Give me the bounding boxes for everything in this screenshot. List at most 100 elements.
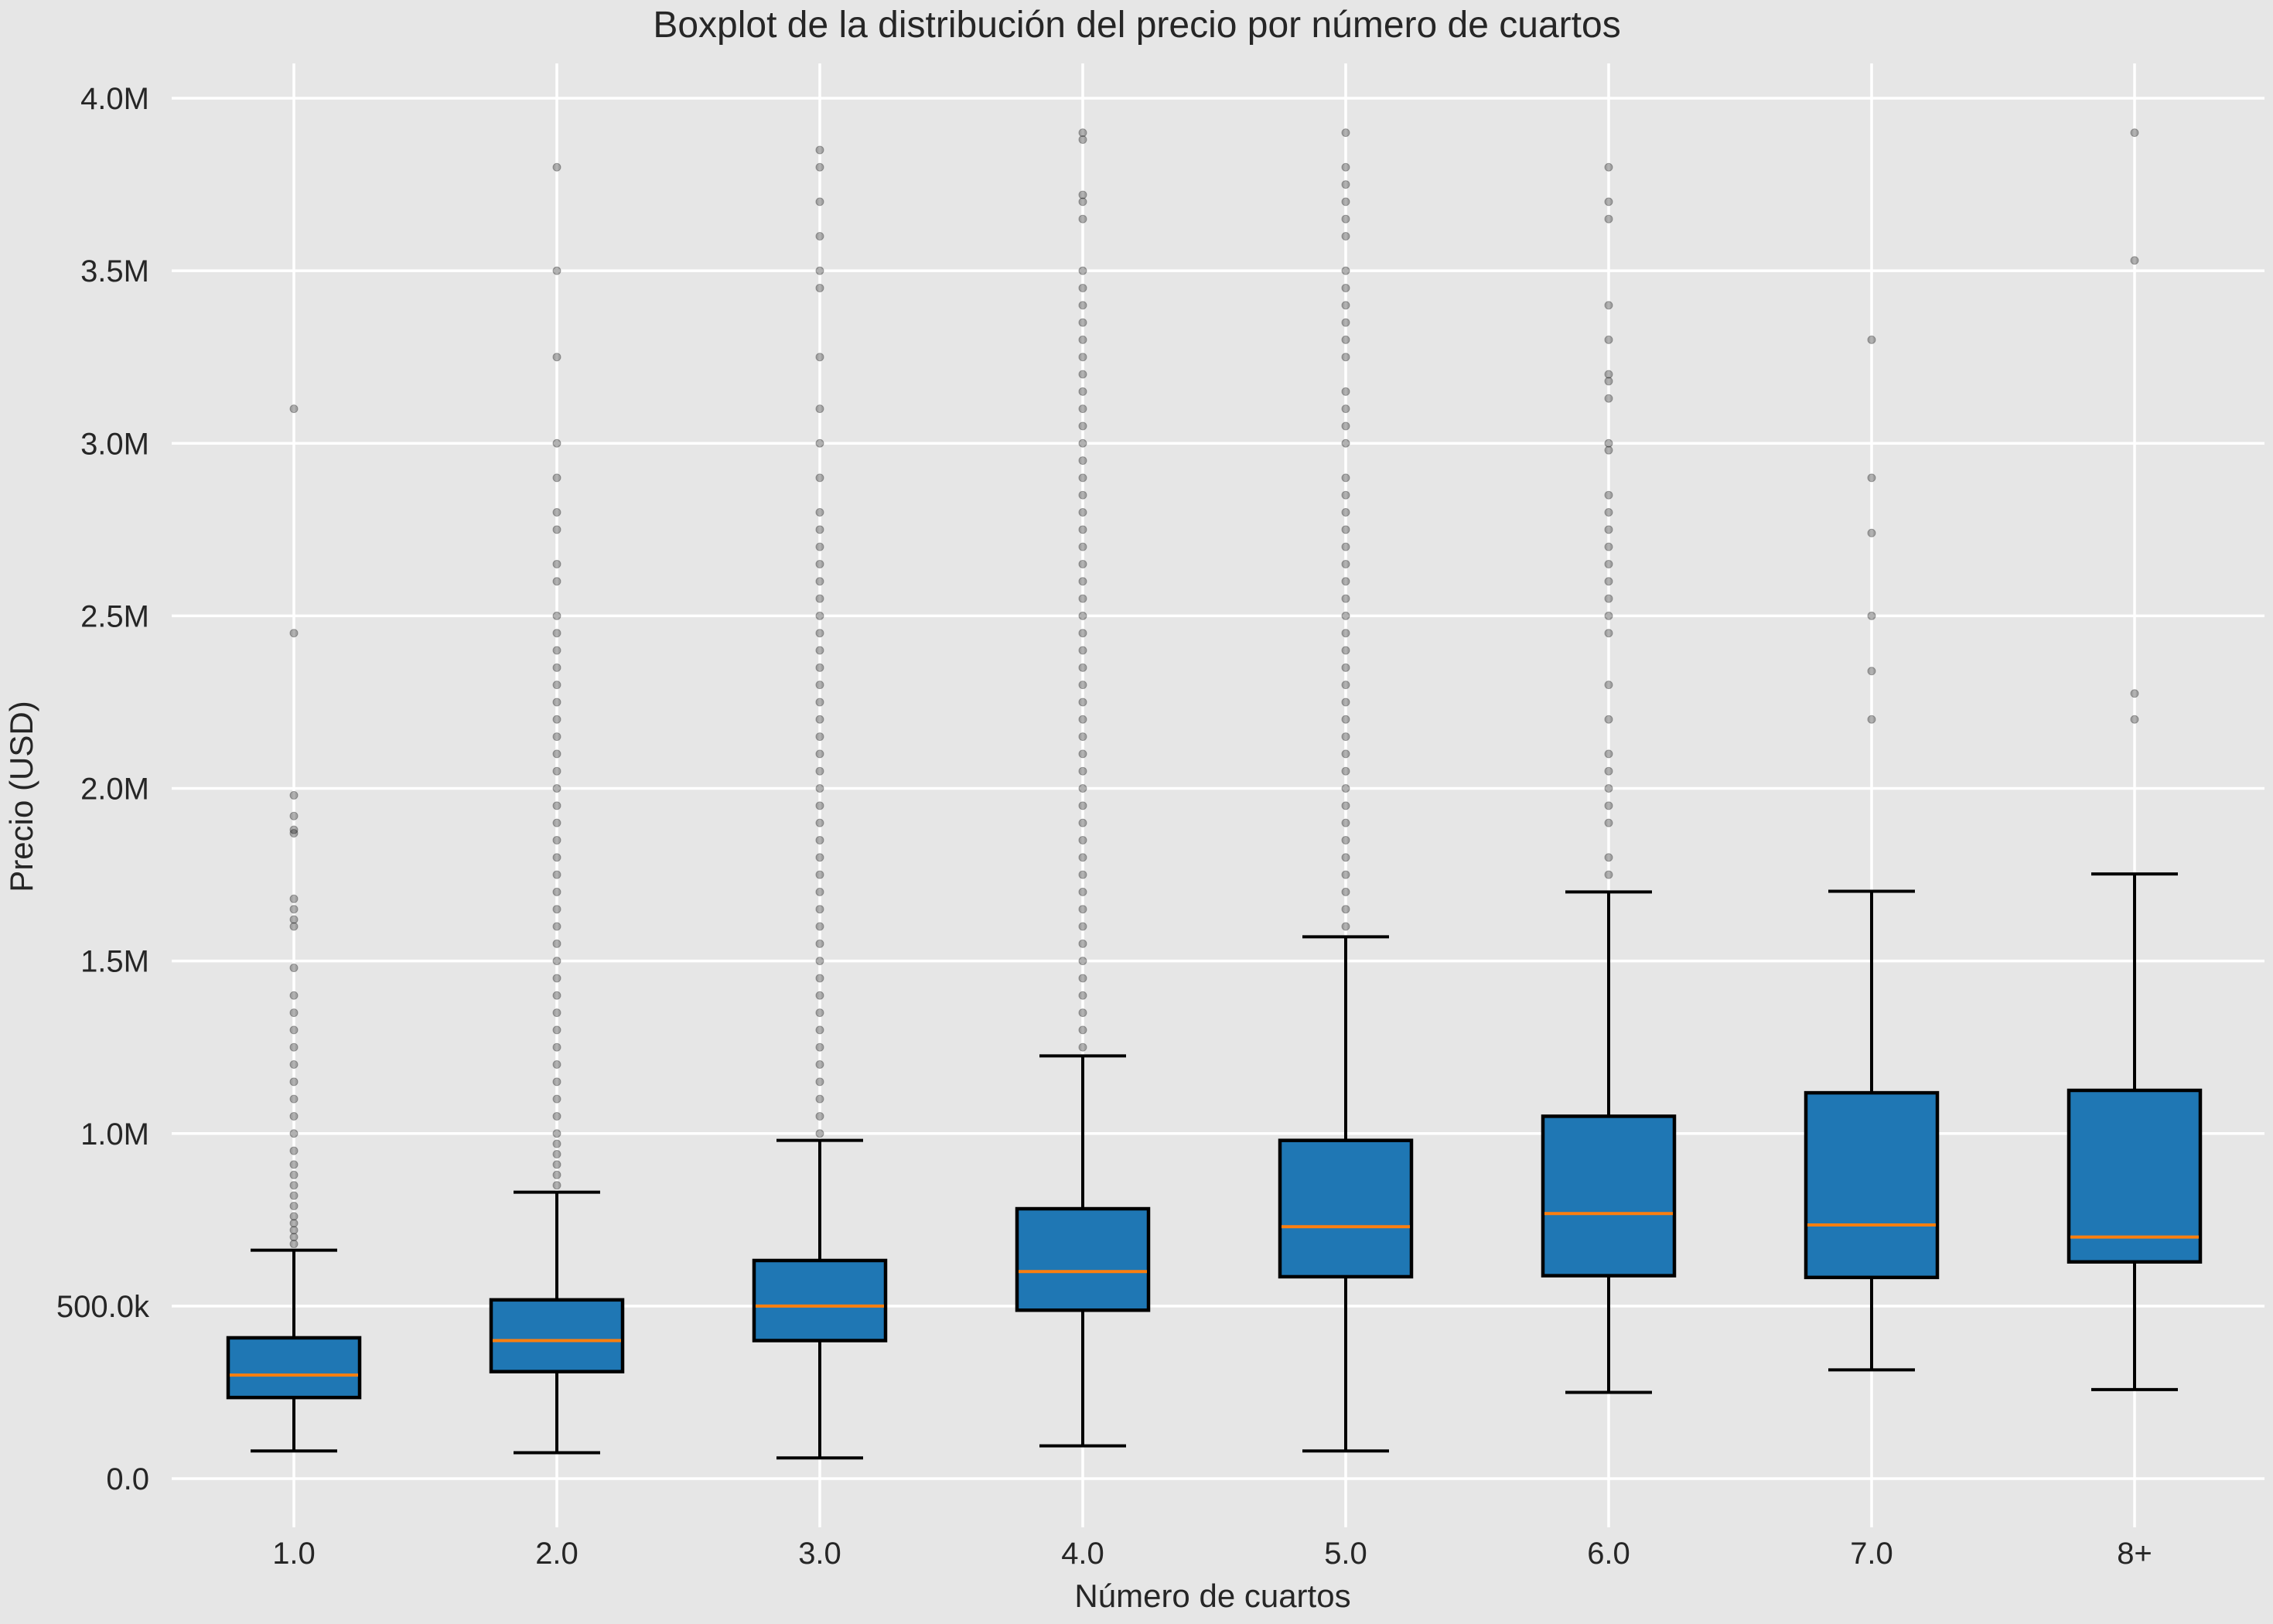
outlier-point bbox=[552, 162, 561, 172]
outlier-point bbox=[815, 283, 824, 292]
outlier-point bbox=[815, 991, 824, 1000]
outlier-point bbox=[1341, 559, 1350, 568]
outlier-point bbox=[815, 1025, 824, 1035]
outlier-point bbox=[1078, 301, 1087, 310]
outlier-point bbox=[1604, 766, 1613, 776]
outlier-point bbox=[815, 870, 824, 879]
outlier-point bbox=[289, 790, 299, 800]
outlier-point bbox=[552, 1129, 561, 1138]
outlier-point bbox=[1604, 784, 1613, 793]
outlier-point bbox=[552, 681, 561, 690]
outlier-point bbox=[1604, 715, 1613, 724]
outlier-point bbox=[815, 438, 824, 448]
outlier-point bbox=[1867, 335, 1876, 344]
outlier-point bbox=[1341, 266, 1350, 275]
outlier-point bbox=[1604, 445, 1613, 455]
outlier-point bbox=[815, 749, 824, 759]
outlier-point bbox=[1078, 559, 1087, 568]
outlier-point bbox=[1604, 525, 1613, 534]
y-tick-label: 1.5M bbox=[80, 945, 149, 979]
outlier-point bbox=[1867, 715, 1876, 724]
box-group-6.0 bbox=[1541, 890, 1677, 1394]
outlier-point bbox=[552, 991, 561, 1000]
outlier-point bbox=[1604, 577, 1613, 586]
outlier-point bbox=[1341, 732, 1350, 742]
outlier-point bbox=[1341, 646, 1350, 655]
outlier-point bbox=[1078, 266, 1087, 275]
outlier-point bbox=[815, 542, 824, 551]
outlier-point bbox=[552, 1160, 561, 1169]
y-tick-label: 4.0M bbox=[80, 82, 149, 116]
outlier-point bbox=[1078, 370, 1087, 379]
outlier-point bbox=[1604, 542, 1613, 551]
outlier-point bbox=[1604, 870, 1613, 879]
outlier-point bbox=[552, 1139, 561, 1148]
x-tick-label: 6.0 bbox=[1587, 1537, 1630, 1571]
outlier-point bbox=[815, 646, 824, 655]
outlier-point bbox=[1341, 404, 1350, 414]
outlier-point bbox=[1078, 1008, 1087, 1018]
outlier-point bbox=[1078, 818, 1087, 827]
outlier-point bbox=[815, 663, 824, 672]
outlier-point bbox=[815, 887, 824, 896]
outlier-point bbox=[1341, 887, 1350, 896]
outlier-point bbox=[552, 887, 561, 896]
outlier-point bbox=[2130, 689, 2139, 698]
outlier-point bbox=[289, 894, 299, 903]
outlier-point bbox=[1078, 525, 1087, 534]
outlier-point bbox=[1604, 301, 1613, 310]
outlier-point bbox=[289, 1170, 299, 1179]
outlier-point bbox=[552, 1111, 561, 1121]
outlier-point bbox=[815, 508, 824, 517]
box-group-5.0 bbox=[1278, 935, 1414, 1453]
outlier-point bbox=[289, 1219, 299, 1228]
outlier-point bbox=[815, 1042, 824, 1052]
outlier-point bbox=[1078, 939, 1087, 948]
outlier-point bbox=[1604, 594, 1613, 603]
outlier-point bbox=[1341, 232, 1350, 241]
outlier-point bbox=[1604, 162, 1613, 172]
outlier-point bbox=[1604, 197, 1613, 206]
outlier-point bbox=[1078, 732, 1087, 742]
outlier-point bbox=[552, 922, 561, 931]
outlier-point bbox=[289, 1025, 299, 1035]
outlier-point bbox=[1078, 646, 1087, 655]
outlier-point bbox=[815, 732, 824, 742]
iqr-box bbox=[752, 1258, 888, 1343]
outlier-point bbox=[1078, 456, 1087, 466]
y-axis-label: Precio (USD) bbox=[3, 701, 39, 892]
x-tick-label: 3.0 bbox=[798, 1537, 841, 1571]
outlier-point bbox=[1604, 438, 1613, 448]
outlier-point bbox=[552, 835, 561, 844]
outlier-point bbox=[815, 1111, 824, 1121]
iqr-box bbox=[1541, 1114, 1677, 1278]
outlier-point bbox=[815, 162, 824, 172]
outlier-point bbox=[289, 1191, 299, 1200]
outlier-point bbox=[1078, 870, 1087, 879]
outlier-point bbox=[289, 1129, 299, 1138]
outlier-point bbox=[289, 1008, 299, 1018]
iqr-box bbox=[1804, 1090, 1940, 1280]
outlier-point bbox=[289, 1094, 299, 1104]
outlier-point bbox=[289, 1233, 299, 1242]
outlier-point bbox=[815, 681, 824, 690]
outlier-point bbox=[1078, 801, 1087, 810]
outlier-point bbox=[289, 1226, 299, 1235]
outlier-point bbox=[289, 922, 299, 931]
outlier-point bbox=[815, 197, 824, 206]
outlier-point bbox=[1341, 525, 1350, 534]
outlier-point bbox=[1078, 749, 1087, 759]
outlier-point bbox=[815, 473, 824, 483]
box-layer bbox=[226, 872, 2203, 1460]
outlier-point bbox=[1078, 698, 1087, 707]
outlier-point bbox=[1341, 835, 1350, 844]
outlier-point bbox=[1604, 559, 1613, 568]
x-tick-label: 7.0 bbox=[1850, 1537, 1893, 1571]
outlier-point bbox=[815, 577, 824, 586]
outlier-point bbox=[1078, 1042, 1087, 1052]
outlier-point bbox=[1341, 353, 1350, 362]
outlier-point bbox=[1341, 784, 1350, 793]
outlier-point bbox=[815, 1129, 824, 1138]
outlier-point bbox=[1341, 318, 1350, 327]
outlier-point bbox=[815, 611, 824, 620]
